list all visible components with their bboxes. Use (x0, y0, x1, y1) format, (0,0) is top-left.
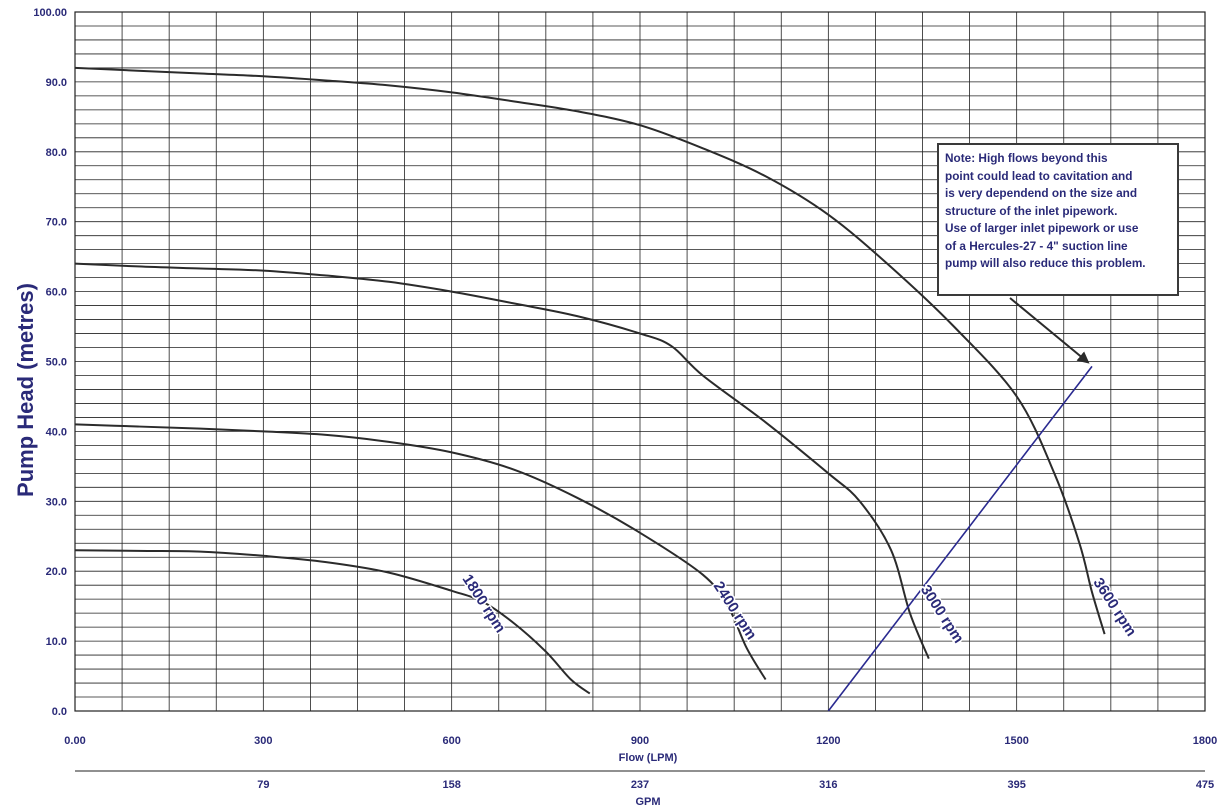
note-line: of a Hercules-27 - 4" suction line (945, 238, 1128, 253)
y-tick-label: 40.0 (46, 426, 67, 438)
gpm-tick-label: 316 (819, 779, 837, 791)
gpm-tick-label: 158 (442, 779, 460, 791)
x-tick-label: 900 (631, 735, 649, 747)
note-line: pump will also reduce this problem. (945, 256, 1146, 270)
y-tick-label: 0.0 (52, 706, 67, 718)
x-tick-label: 1800 (1193, 735, 1217, 747)
y-tick-label: 90.0 (46, 77, 67, 89)
y-tick-label: 20.0 (46, 566, 67, 578)
curve-label-1800-rpm: 1800 rpm (459, 571, 509, 636)
y-axis-title: Pump Head (metres) (13, 283, 38, 497)
note-arrow (1009, 297, 1090, 364)
curve-label-2400-rpm: 2400 rpm (710, 578, 760, 643)
note-line: Use of larger inlet pipework or use (945, 221, 1139, 235)
cavitation-limit-line (827, 365, 1093, 712)
note-line: Note: High flows beyond this (945, 151, 1108, 165)
x-tick-label: 600 (442, 735, 460, 747)
gpm-tick-label: 79 (257, 779, 269, 791)
x-tick-label: 1500 (1004, 735, 1028, 747)
y-tick-label: 10.0 (46, 636, 67, 648)
y-tick-label: 100.00 (33, 7, 67, 19)
gpm-tick-label: 395 (1007, 779, 1025, 791)
x-axis-title: Flow (LPM) (619, 752, 678, 764)
y-tick-label: 80.0 (46, 147, 67, 159)
x-tick-label: 1200 (816, 735, 840, 747)
curve-1800-rpm (74, 549, 591, 695)
pump-curves (74, 66, 1106, 695)
note-line: structure of the inlet pipework. (945, 203, 1118, 218)
gpm-tick-label: 475 (1196, 779, 1214, 791)
curve-3600-rpm (74, 66, 1106, 635)
curve-label-3000-rpm: 3000 rpm (917, 582, 967, 647)
curve-2400-rpm (74, 423, 767, 681)
x-tick-label: 300 (254, 735, 272, 747)
note-line: is very dependend on the size and (945, 186, 1138, 200)
y-tick-label: 50.0 (46, 357, 67, 369)
y-tick-label: 30.0 (46, 496, 67, 508)
curve-3000-rpm (74, 262, 930, 659)
note-line: point could lead to cavitation and (945, 168, 1133, 183)
gpm-tick-label: 237 (631, 779, 649, 791)
x-tick-label: 0.00 (64, 735, 85, 747)
axis-ticks: 0.0 10.0 20.0 30.0 40.0 50.0 60.0 70.0 80.0 90.0 1… (33, 7, 1217, 791)
cavitation-note: Note: High flows beyond this point could … (937, 143, 1179, 296)
chart-overlay: 1800 rpm 2400 rpm 3000 rpm 3600 rpm (457, 297, 1141, 712)
y-tick-label: 60.0 (46, 287, 67, 299)
x2-axis-title: GPM (635, 796, 660, 808)
y-tick-label: 70.0 (46, 217, 67, 229)
